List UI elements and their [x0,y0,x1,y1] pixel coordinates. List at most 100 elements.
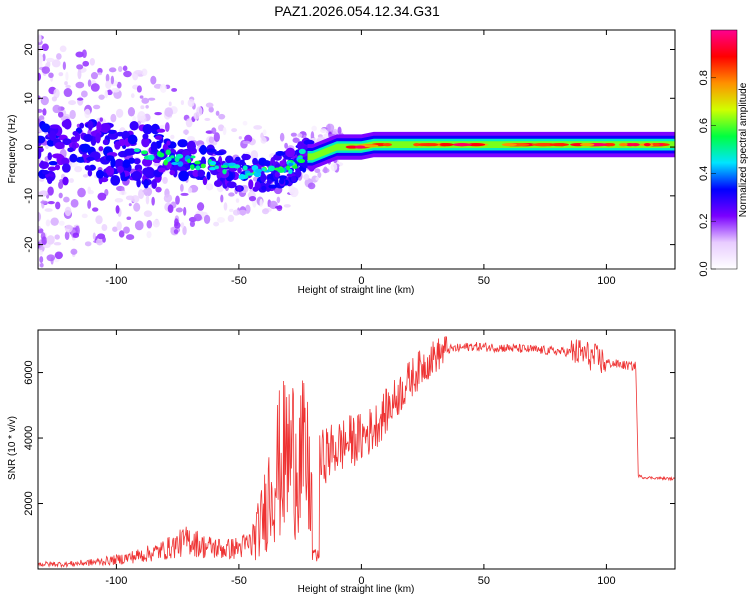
spectrogram-ytick-label: 20 [23,43,35,55]
spectrogram-noise-blob [235,198,240,203]
snr-ticks: -100 -50 0 50 100 2000 4000 6000 [23,330,675,587]
spectrogram-ridge-blob [237,166,242,174]
spectrogram-hot-blob [214,165,220,170]
spectrogram-noise-blob [205,102,214,108]
spectrogram-peak-blob [652,143,661,147]
spectrogram-noise-blob [279,132,285,142]
spectrogram-noise-blob [38,225,41,230]
spectrogram-ridge-blob [121,130,131,141]
spectrogram-noise-blob [87,199,92,209]
spectrogram-noise-blob [116,221,122,231]
spectrogram-noise-blob [68,160,78,168]
spectrogram-noise-blob [63,88,73,98]
spectrogram-ridge-blob [202,176,208,186]
spectrogram-noise-blob [136,85,142,93]
spectrogram-ridge-blob [48,161,58,166]
spectrogram-noise-blob [118,230,125,238]
spectrogram-ridge-blob [275,150,286,156]
spectrogram-peak-blob [452,143,472,147]
spectrogram-noise-blob [175,195,180,205]
spectrogram-hot-blob [227,162,236,166]
spectrogram-hot-blob [171,161,179,166]
spectrogram-hot-blob [288,162,294,167]
spectrogram-noise-blob [97,67,103,74]
spectrogram-noise-blob [39,178,45,182]
spectrogram-ridge-blob [49,130,57,141]
spectrogram-hot-blob [267,165,276,172]
spectrogram-noise-blob [92,232,96,240]
spectrogram-noise-blob [133,202,141,212]
spectrogram-noise-blob [82,60,90,67]
spectrogram-noise-blob [182,129,190,135]
spectrogram-noise-blob [196,202,205,211]
spectrogram-peak-blob [418,143,439,147]
spectrogram-noise-blob [146,219,153,229]
spectrogram-ridge-blob [143,178,149,189]
spectrogram-ridge-blob [79,122,85,129]
spectrogram-noise-blob [54,251,63,260]
snr-ylabel: SNR (10 * v/v) [7,416,18,480]
spectrogram-peak-blob [580,143,595,147]
spectrogram-noise-blob [108,67,117,73]
spectrogram-noise-blob [242,140,251,145]
spectrogram-noise-blob [69,178,74,183]
spectrogram-ridge-blob [116,165,124,174]
spectrogram-ridge-blob [129,120,139,131]
spectrogram-ridge-blob [206,171,211,180]
spectrogram-ridge-blob [291,175,297,183]
spectrogram-noise-blob [58,111,64,118]
spectrogram-noise-blob [76,64,84,70]
spectrogram-ridge-blob [47,166,57,171]
spectrogram-ridge-blob [169,169,176,176]
spectrogram-noise-blob [38,211,42,222]
spectrogram-hot-blob [190,155,196,159]
spectrogram-ridge-blob [166,140,171,146]
spectrogram-noise-blob [97,192,107,201]
spectrogram-peak-blob [354,145,366,149]
spectrogram-ridge-blob [54,164,61,171]
spectrogram-noise-blob [90,72,99,80]
spectrogram-ridge-blob [265,182,272,192]
spectrogram-noise-blob [238,136,242,140]
spectrogram-hot-blob [222,168,227,175]
spectrogram-noise-blob [262,129,267,136]
spectrogram-noise-blob [173,229,179,235]
spectrogram-noise-blob [220,194,224,203]
spectrogram-noise-blob [292,137,300,143]
spectrogram-noise-blob [228,192,235,197]
spectrogram-noise-blob [320,128,327,133]
spectrogram-noise-blob [87,79,92,87]
spectrogram-noise-blob [40,200,49,204]
spectrogram-noise-blob [278,205,282,210]
spectrogram-noise-blob [141,97,150,104]
spectrogram-noise-blob [105,73,110,83]
spectrogram-noise-blob [222,126,227,136]
spectrogram-noise-blob [115,205,120,214]
spectrogram-hot-blob [163,159,168,166]
spectrogram-noise-blob [77,69,82,80]
spectrogram-ridge-blob [98,146,104,152]
spectrogram-noise-blob [204,117,211,121]
spectrogram-noise-blob [307,182,316,190]
colorbar: 0.0 0.2 0.4 0.6 0.8 Normalized spectral ampl… [698,29,749,277]
spectrogram-noise-blob [111,87,120,93]
spectrogram-ridge-blob [199,144,207,155]
spectrogram-noise-blob [327,123,331,133]
spectrogram-noise-blob [151,196,155,206]
spectrogram-peak-blob [466,143,486,147]
spectrogram-noise-blob [253,125,263,130]
spectrogram-ridge-blob [124,148,134,156]
spectrogram-ridge-blob [214,151,225,156]
spectrogram-noise-blob [185,118,193,128]
spectrogram-noise-blob [215,110,220,116]
spectrogram-noise-blob [142,189,148,193]
spectrogram-hot-blob [292,165,298,169]
spectrogram-noise-blob [163,193,173,203]
spectrogram-noise-blob [231,128,238,133]
spectrogram-ridge-blob [178,170,189,182]
spectrogram-noise-blob [143,186,153,197]
spectrogram-noise-blob [112,226,118,232]
spectrogram-noise-blob [250,150,259,161]
spectrogram-noise-blob [77,187,86,198]
spectrogram-ridge-blob [45,173,55,178]
